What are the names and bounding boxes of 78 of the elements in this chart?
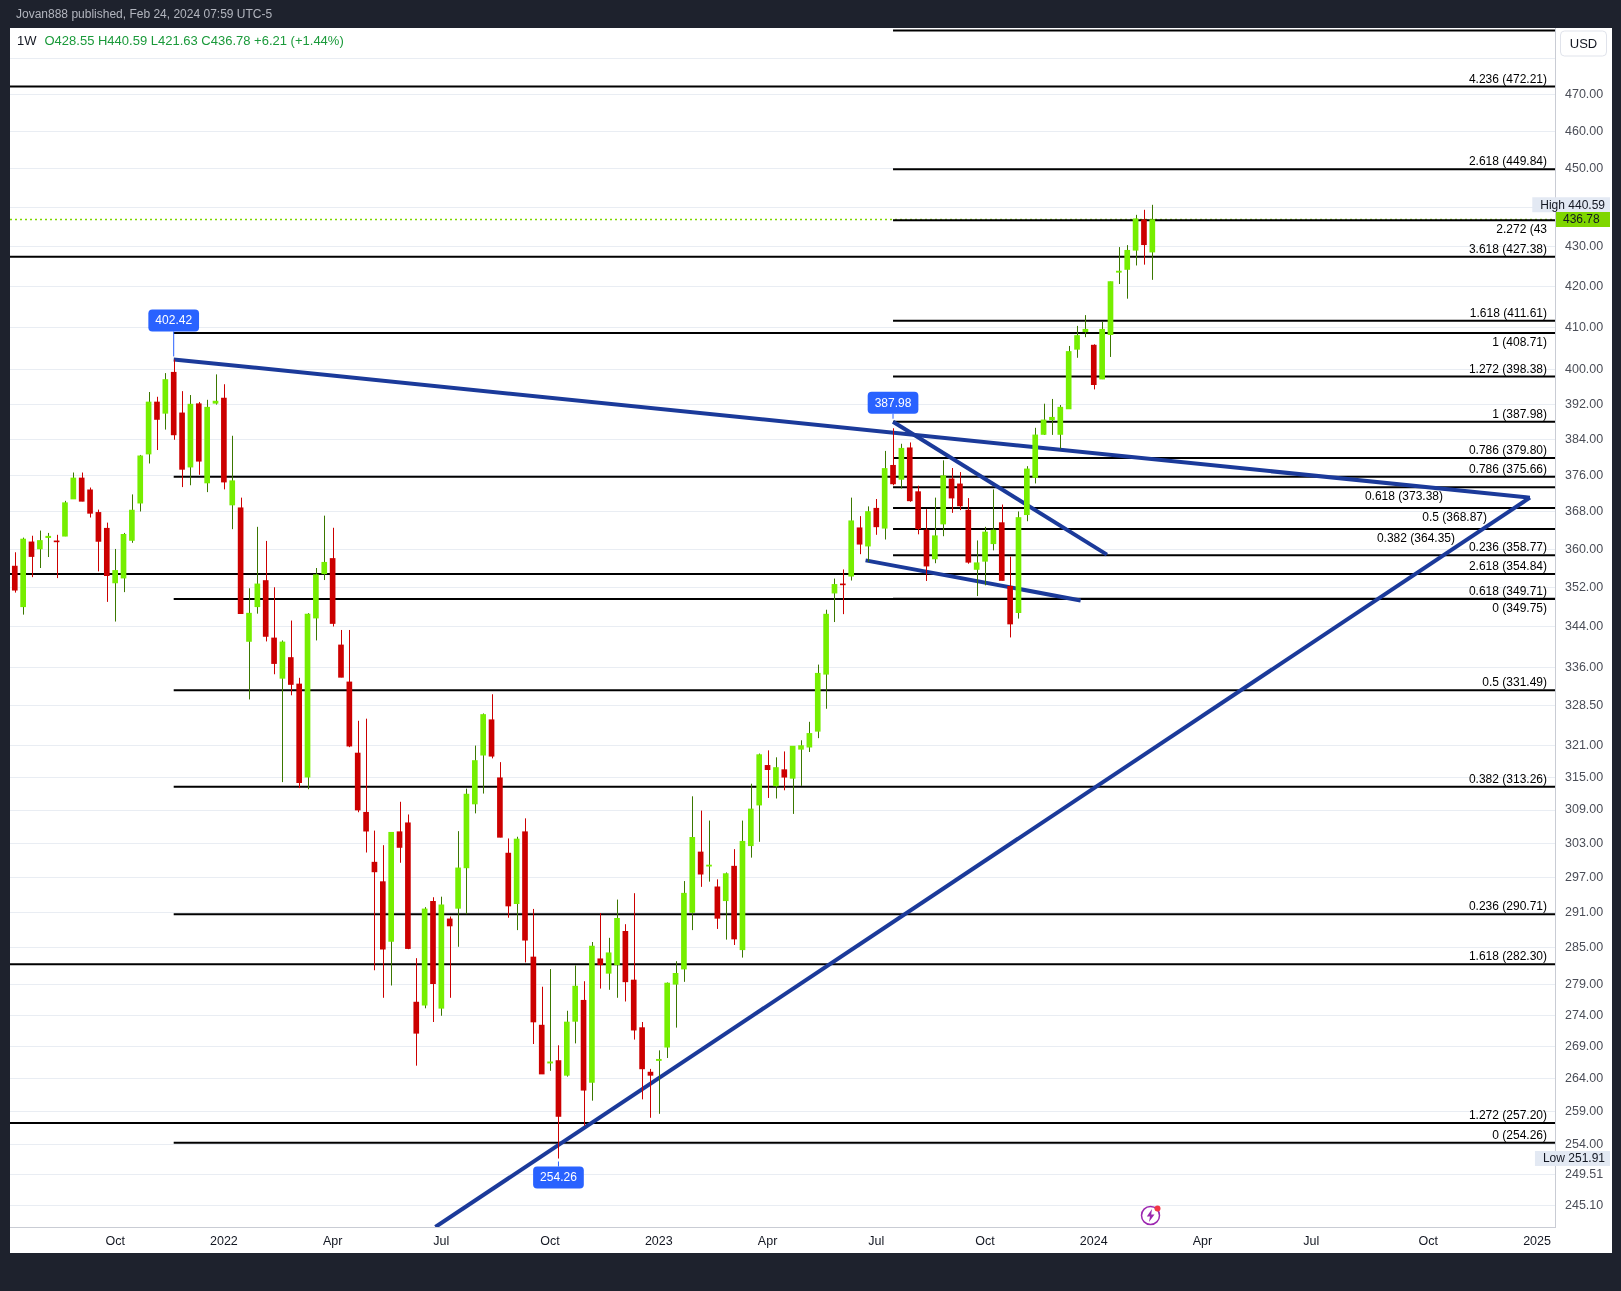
text: Jovan888 published, Feb 24, 2024 07:59 UTC-5 — [16, 6, 273, 23]
series-label: 1 (387.98) — [1492, 406, 1547, 421]
y-tick-label: 315.00 — [1565, 769, 1604, 784]
y-tick-label: 336.00 — [1565, 659, 1604, 674]
y-tick-label: 376.00 — [1565, 467, 1604, 482]
series-label: 0.236 (290.71) — [1468, 899, 1547, 914]
y-tick-label: 321.00 — [1565, 737, 1604, 752]
ref-line-label: 436.78 — [1563, 212, 1601, 227]
y-tick-label: 460.00 — [1565, 123, 1604, 138]
chart-title: 1W — [17, 33, 37, 48]
series-label: 1.618 (411.61) — [1469, 305, 1547, 320]
y-tick-label: 430.00 — [1565, 238, 1604, 253]
series-label: 0.618 (349.71) — [1468, 583, 1547, 598]
y-tick-label: 392.00 — [1565, 396, 1604, 411]
y-axis-title: USD — [1569, 35, 1598, 51]
annotation: Low 251.91 — [1542, 1151, 1606, 1166]
y-tick-label: 450.00 — [1565, 161, 1604, 176]
annotation: 387.98 — [874, 395, 912, 410]
x-tick-label: Apr — [322, 1233, 343, 1248]
series-label: 0.382 (313.26) — [1468, 771, 1547, 786]
x-tick-label: 2024 — [1079, 1233, 1108, 1248]
series-label: 1 (408.71) — [1492, 334, 1547, 349]
y-tick-label: 274.00 — [1565, 1007, 1604, 1022]
x-tick-label: Jul — [868, 1233, 885, 1248]
chart-subtitle: O428.55 H440.59 L421.63 C436.78 +6.21 (+1.44%) — [44, 33, 344, 48]
y-tick-label: 368.00 — [1565, 504, 1604, 519]
y-tick-label: 249.51 — [1565, 1167, 1604, 1182]
series-label: 0.786 (375.66) — [1468, 461, 1547, 476]
y-tick-label: 400.00 — [1565, 362, 1604, 377]
y-tick-label: 245.10 — [1565, 1197, 1604, 1212]
y-tick-label: 269.00 — [1565, 1039, 1604, 1053]
series-label: 1.272 (257.20) — [1468, 1108, 1547, 1123]
series-label: 0.236 (358.77) — [1468, 540, 1547, 555]
x-tick-label: 2022 — [209, 1233, 238, 1248]
x-tick-label: Oct — [975, 1233, 996, 1248]
x-tick-label: Jul — [433, 1233, 450, 1248]
y-tick-label: 264.00 — [1565, 1071, 1604, 1086]
x-tick-label: Oct — [540, 1233, 561, 1248]
y-tick-label: 303.00 — [1565, 835, 1604, 850]
y-tick-label: 259.00 — [1565, 1103, 1604, 1118]
series-label: 1.272 (398.38) — [1468, 361, 1547, 376]
y-tick-label: 470.00 — [1565, 87, 1604, 102]
x-tick-label: Jul — [1303, 1233, 1320, 1248]
x-tick-label: Oct — [105, 1233, 126, 1248]
series-label: 0.618 (373.38) — [1364, 489, 1443, 504]
y-tick-label: 352.00 — [1565, 580, 1604, 595]
series-label: 0.382 (364.35) — [1376, 530, 1455, 545]
series-label: 2.618 (449.84) — [1468, 154, 1547, 169]
x-tick-label: Apr — [1192, 1233, 1213, 1248]
series-label: 2.272 (43 — [1496, 222, 1548, 237]
y-tick-label: 384.00 — [1565, 431, 1604, 446]
series-label: 1.618 (282.30) — [1468, 949, 1547, 964]
series-label: 3.618 (427.38) — [1468, 241, 1547, 256]
x-tick-label: 2025 — [1523, 1233, 1552, 1248]
annotation: High 440.59 — [1540, 197, 1606, 212]
x-tick-label: Apr — [757, 1233, 778, 1248]
y-tick-label: 410.00 — [1565, 320, 1604, 335]
annotation: 402.42 — [155, 313, 193, 328]
y-tick-label: 344.00 — [1565, 619, 1604, 634]
series-label: 0 (349.75) — [1492, 600, 1547, 615]
y-tick-label: 360.00 — [1565, 541, 1604, 556]
y-tick-label: 254.00 — [1565, 1136, 1604, 1151]
series-label: 0 (254.26) — [1492, 1127, 1547, 1142]
series-label: 2.618 (354.84) — [1468, 559, 1547, 574]
series-label: 4.236 (472.21) — [1468, 71, 1547, 86]
y-tick-label: 420.00 — [1565, 278, 1604, 293]
series-label: 0.5 (368.87) — [1422, 509, 1487, 524]
y-tick-label: 297.00 — [1565, 870, 1604, 885]
series-label: 0.5 (331.49) — [1482, 675, 1547, 690]
y-tick-label: 279.00 — [1565, 976, 1604, 991]
x-tick-label: 2023 — [644, 1233, 673, 1248]
y-tick-label: 309.00 — [1565, 802, 1604, 817]
x-tick-label: Oct — [1418, 1233, 1439, 1248]
y-tick-label: 291.00 — [1565, 904, 1604, 919]
y-tick-label: 328.50 — [1565, 698, 1604, 713]
annotation: 254.26 — [540, 1170, 578, 1185]
y-tick-label: 285.00 — [1565, 940, 1604, 955]
series-label: 0.786 (379.80) — [1468, 443, 1547, 458]
